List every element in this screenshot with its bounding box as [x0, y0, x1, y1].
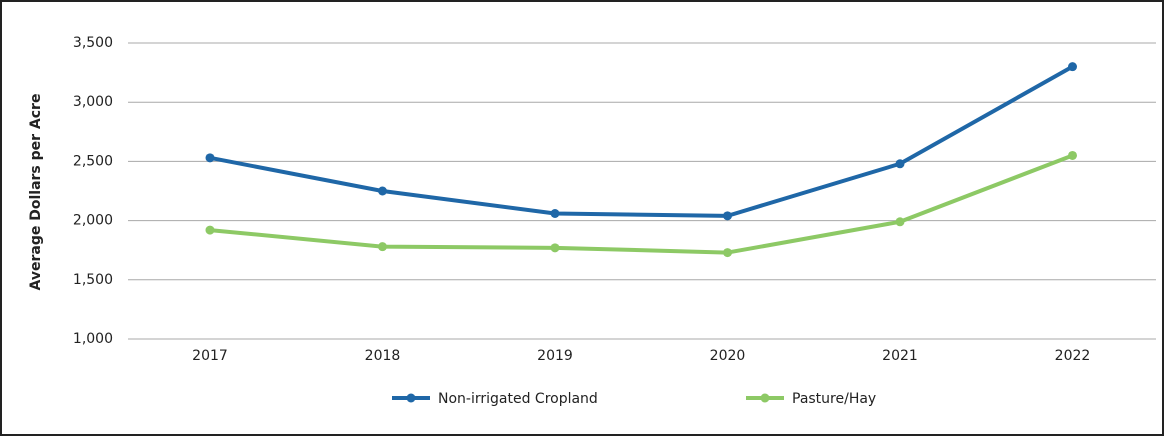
series-line	[209, 153, 1074, 255]
data-point	[723, 248, 732, 258]
y-tick-label: 2,500	[73, 153, 113, 169]
data-point	[895, 217, 905, 227]
y-tick-label: 3,000	[73, 94, 113, 110]
data-point	[378, 242, 387, 252]
x-tick-label: 2021	[882, 348, 918, 364]
y-axis-label: Average Dollars per Acre	[28, 94, 44, 291]
y-tick-label: 1,000	[73, 331, 113, 347]
x-tick-label: 2019	[537, 348, 573, 364]
legend-marker	[760, 393, 770, 403]
data-point	[550, 208, 560, 218]
data-point	[378, 186, 387, 196]
y-tick-label: 3,500	[73, 35, 113, 51]
x-tick-label: 2020	[710, 348, 746, 364]
data-point	[1068, 150, 1077, 160]
x-tick-label: 2017	[192, 348, 228, 364]
legend-label: Non-irrigated Cropland	[438, 391, 598, 407]
series-line	[209, 64, 1074, 218]
x-tick-label: 2022	[1055, 348, 1091, 364]
data-point	[1068, 62, 1077, 72]
data-point	[205, 153, 215, 163]
data-point	[723, 211, 732, 221]
y-tick-label: 2,000	[73, 213, 113, 229]
legend-label: Pasture/Hay	[792, 391, 876, 407]
data-point	[895, 159, 905, 169]
data-point	[550, 243, 560, 253]
x-tick-label: 2018	[365, 348, 401, 364]
legend-marker	[406, 393, 416, 403]
data-point	[205, 225, 215, 235]
y-tick-label: 1,500	[73, 272, 113, 288]
